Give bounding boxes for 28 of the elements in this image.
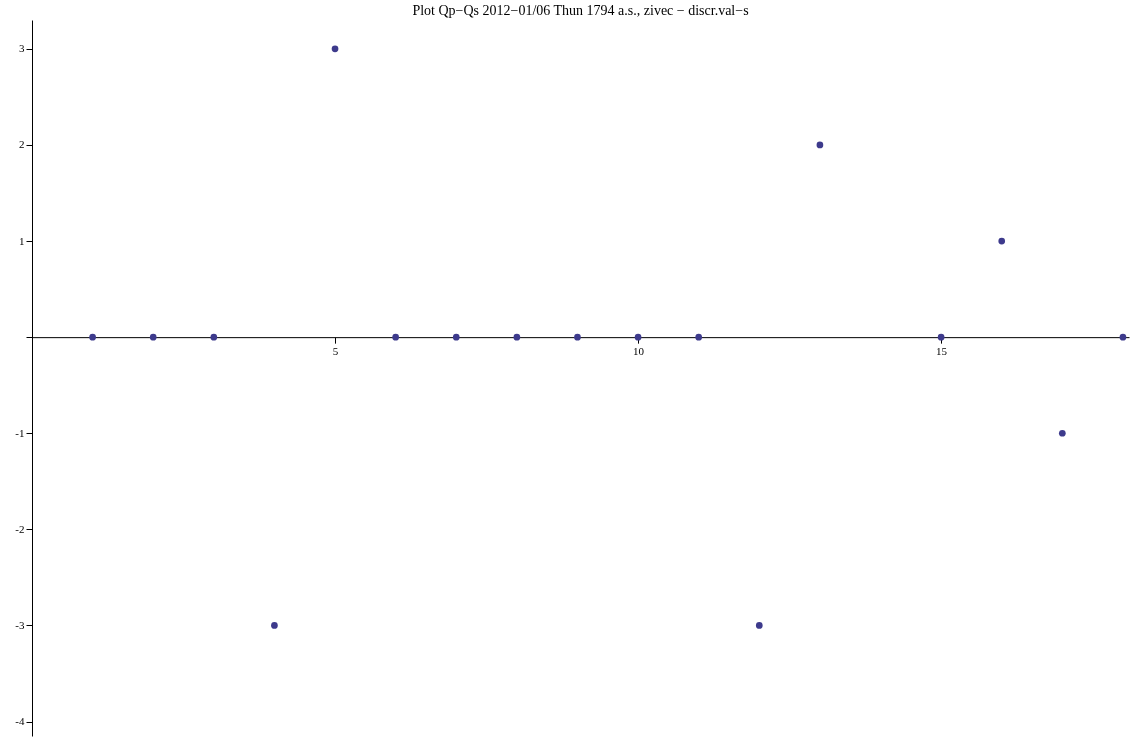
point — [392, 333, 399, 341]
point — [210, 333, 218, 341]
y-tick-label: 2 — [19, 138, 25, 151]
y-tick-label: -1 — [15, 426, 25, 439]
y-tick-label: -4 — [15, 715, 25, 728]
x-tick-label: 5 — [332, 344, 339, 357]
y-tick-label: -3 — [15, 618, 25, 631]
point — [271, 622, 278, 629]
point — [937, 333, 945, 341]
point — [755, 622, 763, 629]
point — [331, 45, 339, 53]
y-tick-label: 1 — [19, 234, 25, 247]
point — [452, 333, 460, 341]
point — [89, 333, 96, 341]
x-tick-label: 15 — [936, 344, 948, 357]
x-tick-label: 10 — [633, 344, 645, 357]
point — [695, 333, 703, 341]
y-tick-label: 3 — [19, 42, 25, 55]
y-tick-label: -2 — [15, 522, 25, 535]
point — [634, 333, 642, 341]
point — [998, 237, 1006, 245]
point — [149, 333, 157, 341]
point — [1119, 333, 1127, 341]
chart-title: Plot Qp−Qs 2012−01/06 Thun 1794 a.s., zivec − discr.val−s — [412, 3, 749, 18]
point — [574, 333, 581, 341]
point — [816, 141, 824, 149]
point — [513, 333, 521, 341]
point — [1058, 429, 1066, 437]
